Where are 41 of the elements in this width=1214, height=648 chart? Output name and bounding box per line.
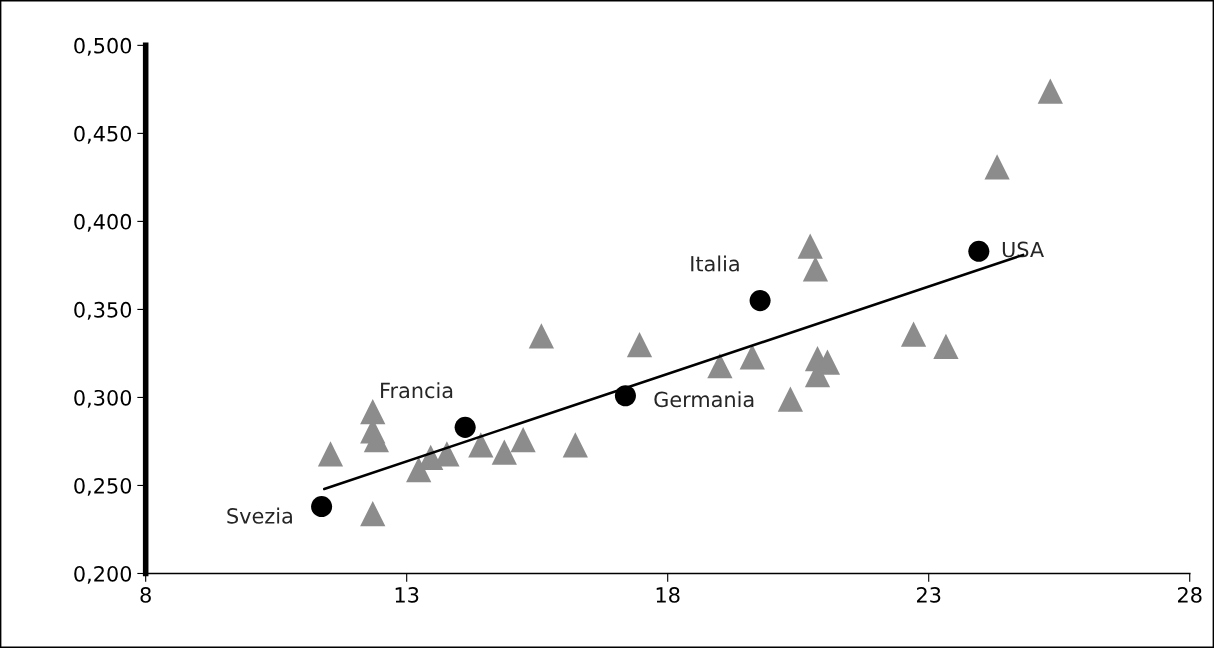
point xyxy=(311,496,333,518)
point xyxy=(968,240,990,262)
x-tick-label: 18 xyxy=(656,587,680,603)
annotation: Germania xyxy=(654,391,754,408)
point xyxy=(406,457,432,483)
x-tick-label: 13 xyxy=(395,587,419,603)
y-tick-label: 0,500 xyxy=(74,37,132,56)
point xyxy=(454,416,476,438)
point xyxy=(360,501,386,527)
annotation: Francia xyxy=(381,382,453,399)
point xyxy=(777,386,803,412)
y-tick-label: 0,350 xyxy=(74,301,132,320)
point xyxy=(933,333,959,359)
point xyxy=(562,432,588,458)
point xyxy=(707,353,733,379)
x-tick-label: 23 xyxy=(916,587,941,603)
point xyxy=(984,154,1010,180)
annotation: Italia xyxy=(691,255,739,272)
point xyxy=(626,332,653,358)
x-tick-label: 8 xyxy=(140,587,151,603)
point xyxy=(739,344,765,370)
point xyxy=(491,439,517,465)
x-tick-label: 28 xyxy=(1177,587,1202,603)
y-tick-label: 0,400 xyxy=(74,213,132,232)
point xyxy=(797,233,823,259)
annotation: Svezia xyxy=(227,507,292,524)
y-tick-label: 0,450 xyxy=(74,125,132,144)
point xyxy=(900,321,927,347)
point xyxy=(360,398,386,425)
y-tick-label: 0,250 xyxy=(74,477,132,496)
point xyxy=(468,432,494,458)
point xyxy=(802,256,829,282)
point xyxy=(317,441,344,467)
point xyxy=(1037,78,1063,104)
point xyxy=(528,323,554,349)
point xyxy=(614,385,636,407)
point xyxy=(510,427,536,453)
y-tick-label: 0,200 xyxy=(74,565,132,584)
point xyxy=(749,290,771,312)
annotation: USA xyxy=(1002,241,1044,258)
y-tick-label: 0,300 xyxy=(74,389,132,408)
